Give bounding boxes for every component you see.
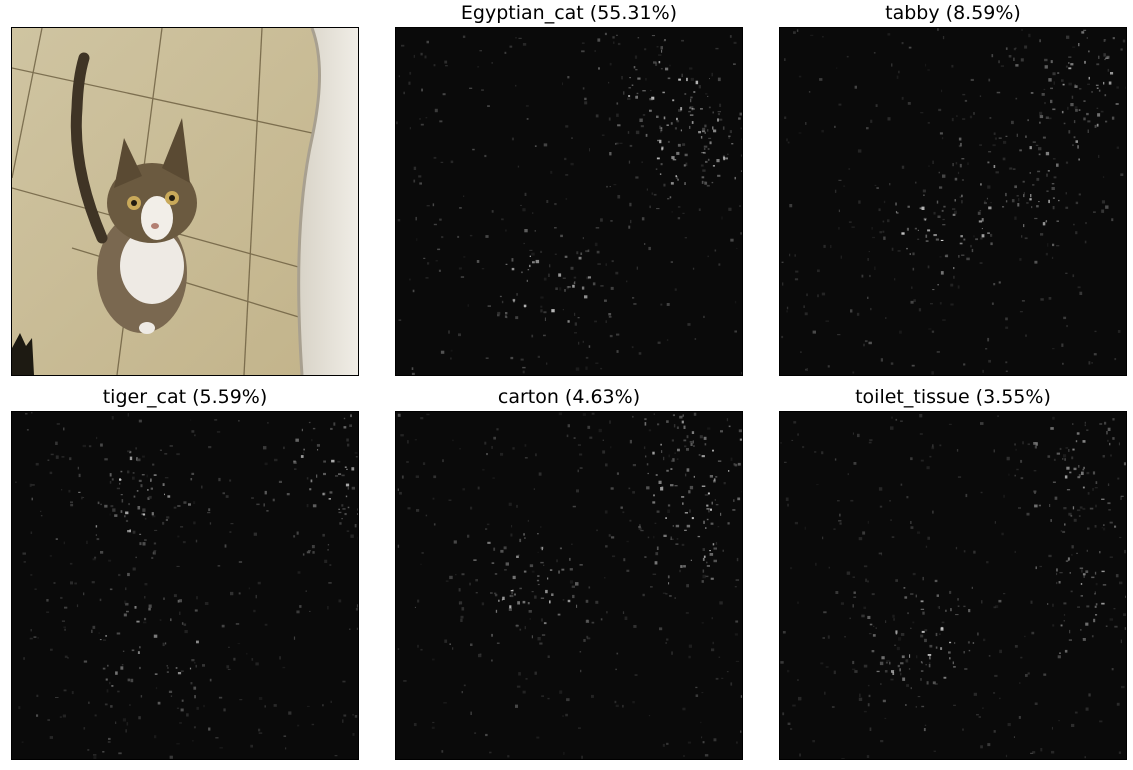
- panel-toilet-tissue: toilet_tissue (3.55%): [779, 384, 1127, 760]
- panel-original-photo: [11, 0, 359, 376]
- panel-tabby: tabby (8.59%): [779, 0, 1127, 376]
- panel-title: toilet_tissue (3.55%): [855, 386, 1051, 408]
- saliency-map: [779, 411, 1127, 760]
- saliency-map: [395, 411, 743, 760]
- saliency-map: [395, 27, 743, 376]
- panel-title: tabby (8.59%): [885, 2, 1021, 24]
- saliency-map: [779, 27, 1127, 376]
- panel-tiger-cat: tiger_cat (5.59%): [11, 384, 359, 760]
- panel-title: Egyptian_cat (55.31%): [460, 2, 678, 24]
- panel-title: carton (4.63%): [497, 386, 641, 408]
- cat-photo: [11, 27, 359, 376]
- panel-carton: carton (4.63%): [395, 384, 743, 760]
- saliency-map: [11, 411, 359, 760]
- panel-title: [11, 0, 359, 26]
- panel-egyptian-cat: Egyptian_cat (55.31%): [395, 0, 743, 376]
- panel-title: tiger_cat (5.59%): [102, 386, 268, 408]
